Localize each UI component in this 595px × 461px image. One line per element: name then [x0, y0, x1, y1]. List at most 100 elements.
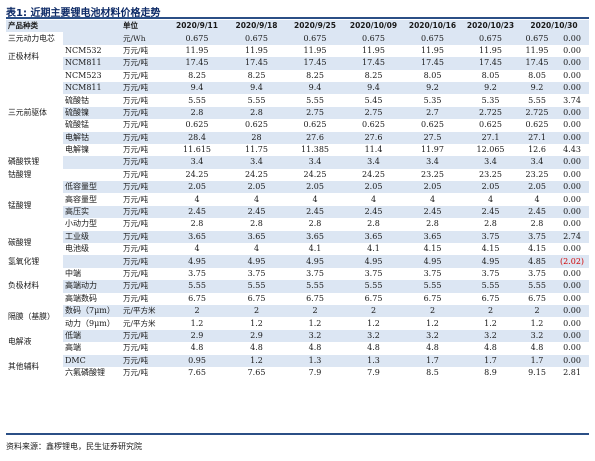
unit-cell: 万元/吨 — [121, 57, 167, 70]
unit-cell: 万元/吨 — [121, 156, 167, 169]
price-cell: 8.05 — [423, 70, 442, 80]
price-cell: 0.625 — [362, 120, 385, 130]
title-underline — [6, 17, 589, 19]
change-cell: 0.00 — [555, 181, 590, 194]
subtype-cell: NCM811 — [63, 81, 121, 95]
price-cell: 17.45 — [344, 57, 403, 70]
price-cell: 24.25 — [185, 169, 209, 179]
price-cell: 11.97 — [421, 145, 444, 155]
price-cell: 2.7 — [403, 106, 462, 120]
unit-cell: 万元/吨 — [123, 145, 149, 155]
subtype-cell — [63, 169, 121, 181]
price-cell: 0.625 — [245, 120, 268, 130]
price-cell: 0.675 — [227, 32, 286, 45]
header-row: 产品种类 单位 2020/9/11 2020/9/18 2020/9/25 20… — [6, 20, 590, 33]
price-cell: 3.4 — [403, 156, 462, 169]
price-cell: 2.8 — [308, 219, 322, 229]
subtype-cell: NCM532 — [65, 45, 102, 55]
price-cell: 2.8 — [190, 219, 204, 229]
subtype-cell: DMC — [63, 354, 121, 367]
price-cell: 8.25 — [188, 70, 206, 80]
price-cell: 8.05 — [481, 70, 500, 80]
table-row: 碳酸锂 工业级 万元/吨 3.65 3.65 3.65 3.65 3.65 3.75 3.75 2.… — [6, 230, 590, 256]
price-cell: 0.625 — [421, 120, 444, 130]
unit-cell: 万元/吨 — [121, 329, 167, 343]
price-cell: 2.45 — [167, 205, 227, 219]
price-cell: 4 — [253, 194, 260, 204]
subtype-cell: 高端数码 — [65, 293, 97, 303]
price-cell: 5.55 — [188, 95, 206, 105]
price-cell: 11.75 — [245, 145, 268, 155]
price-cell: 4.85 — [519, 255, 555, 268]
price-cell: 9.15 — [528, 368, 546, 378]
price-cell: 2.45 — [519, 205, 555, 219]
price-cell: 0.675 — [519, 32, 555, 45]
price-cell: 4 — [194, 194, 200, 204]
price-cell: 3.75 — [188, 269, 206, 278]
price-cell: 1.2 — [227, 354, 286, 367]
header-cell: 产品种类 — [6, 20, 63, 33]
header-cell: 2020/10/23 — [462, 20, 519, 33]
subtype-cell: 高端动力 — [63, 280, 121, 293]
price-cell: 2.8 — [227, 106, 286, 120]
unit-cell: 万元/吨 — [121, 106, 167, 120]
price-cell: 2.05 — [227, 181, 286, 194]
price-cell: 2.9 — [167, 329, 227, 343]
price-cell: 2.8 — [167, 106, 227, 120]
price-cell: 9.4 — [167, 81, 227, 95]
price-cell: 28.4 — [167, 131, 227, 144]
unit-cell: 元/平方米 — [121, 304, 167, 318]
category-cell: 其他辅料 — [6, 354, 63, 380]
price-cell: 8.25 — [306, 70, 324, 80]
price-cell: 3.2 — [344, 329, 403, 343]
unit-cell: 万元/吨 — [121, 230, 167, 244]
price-cell: 4.95 — [403, 255, 462, 268]
price-cell: 2.45 — [462, 205, 519, 219]
price-cell: 9.2 — [462, 81, 519, 95]
price-cell: 0.625 — [303, 120, 327, 130]
price-cell: 3.65 — [227, 230, 286, 244]
unit-cell: 元/平方米 — [123, 318, 156, 328]
price-cell: 11.95 — [362, 45, 385, 55]
unit-cell: 万元/吨 — [123, 95, 149, 105]
price-cell: 4.15 — [423, 244, 442, 254]
unit-cell: 万元/吨 — [121, 131, 167, 144]
table-body: 三元动力电芯 元/Wh 0.675 0.675 0.675 0.675 0.675 0.675… — [6, 32, 590, 380]
price-cell: 5.55 — [528, 95, 546, 105]
price-cell: 24.25 — [245, 169, 268, 179]
change-cell: 0.00 — [563, 194, 581, 204]
price-cell: 2.45 — [286, 205, 344, 219]
price-cell: 0.95 — [167, 354, 227, 367]
unit-cell: 万元/吨 — [123, 70, 149, 80]
subtype-cell: 高压实 — [63, 205, 121, 219]
price-cell: 2.05 — [286, 181, 344, 194]
price-cell: 4.8 — [367, 343, 380, 353]
price-cell: 0.625 — [525, 120, 549, 130]
price-cell: 2.8 — [426, 219, 439, 229]
unit-cell: 万元/吨 — [123, 120, 149, 130]
price-cell: 2.725 — [519, 106, 555, 120]
category-cell: 电解液 — [6, 329, 63, 355]
price-cell: 3.4 — [286, 156, 344, 169]
category-cell: 隔膜（基膜） — [6, 304, 63, 330]
price-cell: 3.75 — [423, 269, 442, 278]
table-row: NCM811 万元/吨 9.4 9.4 9.4 9.4 9.2 9.2 9.2 0.00 — [6, 81, 590, 95]
price-cell: 2.9 — [227, 329, 286, 343]
price-cell: 27.6 — [286, 131, 344, 144]
unit-cell: 万元/吨 — [121, 205, 167, 219]
price-cell: 4 — [312, 194, 318, 204]
category-cell: 碳酸锂 — [6, 230, 63, 256]
table-row: 电池级 万元/吨 4 4 4.1 4.1 4.15 4.15 4.15 0.00 — [6, 243, 589, 255]
price-cell: 4.1 — [308, 244, 322, 254]
price-cell: 1.2 — [308, 318, 322, 328]
price-cell: 2.75 — [344, 106, 403, 120]
price-cell: 5.55 — [306, 95, 324, 105]
header-cell: 2020/10/30 — [519, 20, 590, 33]
subtype-cell: 硫酸钴 — [65, 95, 89, 105]
price-cell: 2.05 — [403, 181, 462, 194]
unit-cell: 万元/吨 — [121, 255, 167, 268]
price-cell: 9.4 — [344, 81, 403, 95]
price-cell: 0.675 — [167, 32, 227, 45]
price-cell: 2.45 — [344, 205, 403, 219]
price-cell: 17.45 — [167, 57, 227, 70]
